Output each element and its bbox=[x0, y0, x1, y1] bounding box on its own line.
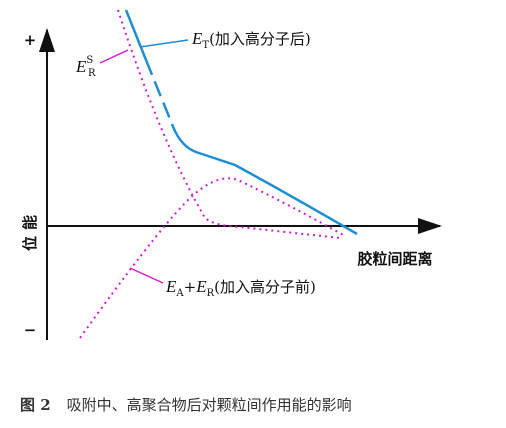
ear-leader bbox=[129, 267, 164, 284]
et-curve bbox=[124, 9, 148, 61]
symbol: E bbox=[165, 277, 177, 296]
note: (加入高分子前) bbox=[214, 278, 316, 296]
subscript: R bbox=[207, 288, 215, 299]
note: (加入高分子后) bbox=[209, 30, 311, 48]
ear-label: EA+ER(加入高分子前) bbox=[165, 277, 316, 299]
et-leader bbox=[139, 39, 189, 48]
x-axis-label: 胶粒间距离 bbox=[357, 250, 432, 268]
ear-curve bbox=[79, 177, 346, 339]
symbol: E bbox=[195, 277, 207, 296]
subscript: T bbox=[202, 40, 209, 51]
symbol: E bbox=[75, 57, 87, 76]
ers-label: ES R bbox=[75, 55, 96, 79]
caption: 图 2 吸附中、高聚合物后对颗粒间作用能的影响 bbox=[20, 396, 352, 414]
caption-text: 吸附中、高聚合物后对颗粒间作用能的影响 bbox=[67, 396, 352, 414]
et-curve-dashed bbox=[144, 59, 174, 125]
et-curve bbox=[170, 123, 358, 236]
subscript: R bbox=[88, 68, 96, 79]
ers-leader bbox=[99, 49, 129, 64]
et-label: ET(加入高分子后) bbox=[191, 29, 311, 51]
symbol: E bbox=[191, 29, 203, 48]
minus-sign: − bbox=[24, 321, 37, 339]
superscript: S bbox=[86, 55, 93, 66]
caption-figure: 图 2 bbox=[20, 396, 51, 414]
plus: + bbox=[184, 278, 197, 296]
ers-curve bbox=[117, 9, 341, 239]
subscript: A bbox=[175, 288, 184, 299]
plus-sign: + bbox=[24, 31, 37, 49]
y-axis-label: 位能 bbox=[21, 209, 39, 251]
